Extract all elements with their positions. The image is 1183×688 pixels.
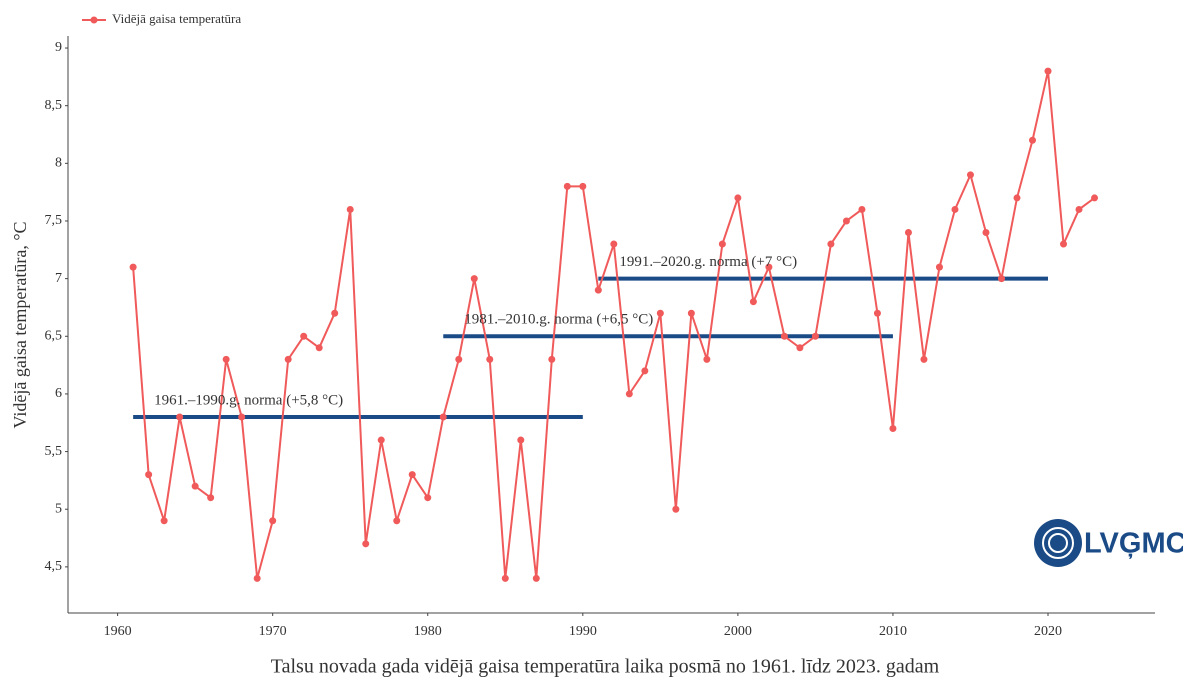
x-tick-label: 2020 bbox=[1034, 624, 1062, 639]
data-point bbox=[362, 540, 370, 548]
data-point bbox=[393, 517, 401, 525]
data-point bbox=[951, 205, 959, 213]
data-point bbox=[269, 517, 277, 525]
data-point bbox=[827, 240, 835, 248]
data-point bbox=[641, 367, 649, 375]
data-point bbox=[811, 332, 819, 340]
data-point bbox=[346, 205, 354, 213]
norm-label: 1991.–2020.g. norma (+7 °C) bbox=[619, 254, 797, 270]
data-point bbox=[982, 229, 990, 237]
data-point bbox=[594, 286, 602, 294]
logo: LVĢMC bbox=[1034, 519, 1183, 567]
data-point bbox=[858, 205, 866, 213]
data-point bbox=[315, 344, 323, 352]
data-point bbox=[191, 482, 199, 490]
data-point bbox=[873, 309, 881, 317]
chart-title: Talsu novada gada vidējā gaisa temperatū… bbox=[271, 656, 940, 678]
data-point bbox=[966, 171, 974, 179]
data-point bbox=[532, 574, 540, 582]
data-point bbox=[424, 494, 432, 502]
data-point bbox=[160, 517, 168, 525]
y-tick-label: 7,5 bbox=[45, 213, 63, 228]
x-tick-label: 1960 bbox=[104, 624, 132, 639]
norm-label: 1981.–2010.g. norma (+6,5 °C) bbox=[464, 312, 653, 328]
logo-text: LVĢMC bbox=[1084, 528, 1183, 560]
logo-icon bbox=[1034, 519, 1082, 567]
data-point bbox=[176, 413, 184, 421]
data-point bbox=[222, 355, 230, 363]
data-point bbox=[625, 390, 633, 398]
x-tick-label: 2010 bbox=[879, 624, 907, 639]
data-point bbox=[749, 298, 757, 306]
y-tick-label: 5,5 bbox=[45, 444, 63, 459]
logo-ring bbox=[1042, 527, 1074, 559]
data-point bbox=[486, 355, 494, 363]
data-point bbox=[145, 471, 153, 479]
data-point bbox=[796, 344, 804, 352]
data-point bbox=[1044, 67, 1052, 75]
norm-label: 1961.–1990.g. norma (+5,8 °C) bbox=[154, 392, 343, 408]
data-point bbox=[920, 355, 928, 363]
data-point bbox=[253, 574, 261, 582]
data-point bbox=[687, 309, 695, 317]
y-axis-label: Vidējā gaisa temperatūra, °C bbox=[10, 221, 30, 428]
data-point bbox=[579, 182, 587, 190]
data-point bbox=[563, 182, 571, 190]
data-point bbox=[470, 275, 478, 283]
data-point bbox=[1028, 136, 1036, 144]
legend-swatch-dot bbox=[90, 16, 98, 24]
data-point bbox=[1075, 205, 1083, 213]
data-point bbox=[703, 355, 711, 363]
data-point bbox=[331, 309, 339, 317]
data-point bbox=[238, 413, 246, 421]
data-point bbox=[610, 240, 618, 248]
data-point bbox=[718, 240, 726, 248]
data-point bbox=[455, 355, 463, 363]
y-tick-label: 6,5 bbox=[45, 328, 63, 343]
data-point bbox=[501, 574, 509, 582]
data-point bbox=[672, 505, 680, 513]
data-point bbox=[904, 229, 912, 237]
data-point bbox=[842, 217, 850, 225]
data-point bbox=[129, 263, 137, 271]
data-point bbox=[300, 332, 308, 340]
y-tick-label: 7 bbox=[55, 271, 62, 286]
data-point bbox=[284, 355, 292, 363]
data-point bbox=[548, 355, 556, 363]
y-tick-label: 4,5 bbox=[45, 559, 63, 574]
data-point bbox=[1091, 194, 1099, 202]
data-point bbox=[780, 332, 788, 340]
data-point bbox=[997, 275, 1005, 283]
data-point bbox=[656, 309, 664, 317]
data-point bbox=[517, 436, 525, 444]
data-point bbox=[765, 263, 773, 271]
y-tick-label: 6 bbox=[55, 386, 62, 401]
data-point bbox=[377, 436, 385, 444]
x-tick-label: 1990 bbox=[569, 624, 597, 639]
data-point bbox=[935, 263, 943, 271]
x-tick-label: 1970 bbox=[259, 624, 287, 639]
data-point bbox=[207, 494, 215, 502]
data-point bbox=[408, 471, 416, 479]
y-tick-label: 9 bbox=[55, 40, 62, 55]
y-tick-label: 8,5 bbox=[45, 98, 63, 113]
x-tick-label: 2000 bbox=[724, 624, 752, 639]
data-point bbox=[734, 194, 742, 202]
data-point bbox=[439, 413, 447, 421]
y-tick-label: 5 bbox=[55, 501, 62, 516]
logo-ring bbox=[1048, 533, 1068, 553]
data-point bbox=[889, 425, 897, 433]
y-tick-label: 8 bbox=[55, 156, 62, 171]
data-point bbox=[1013, 194, 1021, 202]
legend-label: Vidējā gaisa temperatūra bbox=[112, 11, 241, 26]
data-point bbox=[1060, 240, 1068, 248]
x-tick-label: 1980 bbox=[414, 624, 442, 639]
